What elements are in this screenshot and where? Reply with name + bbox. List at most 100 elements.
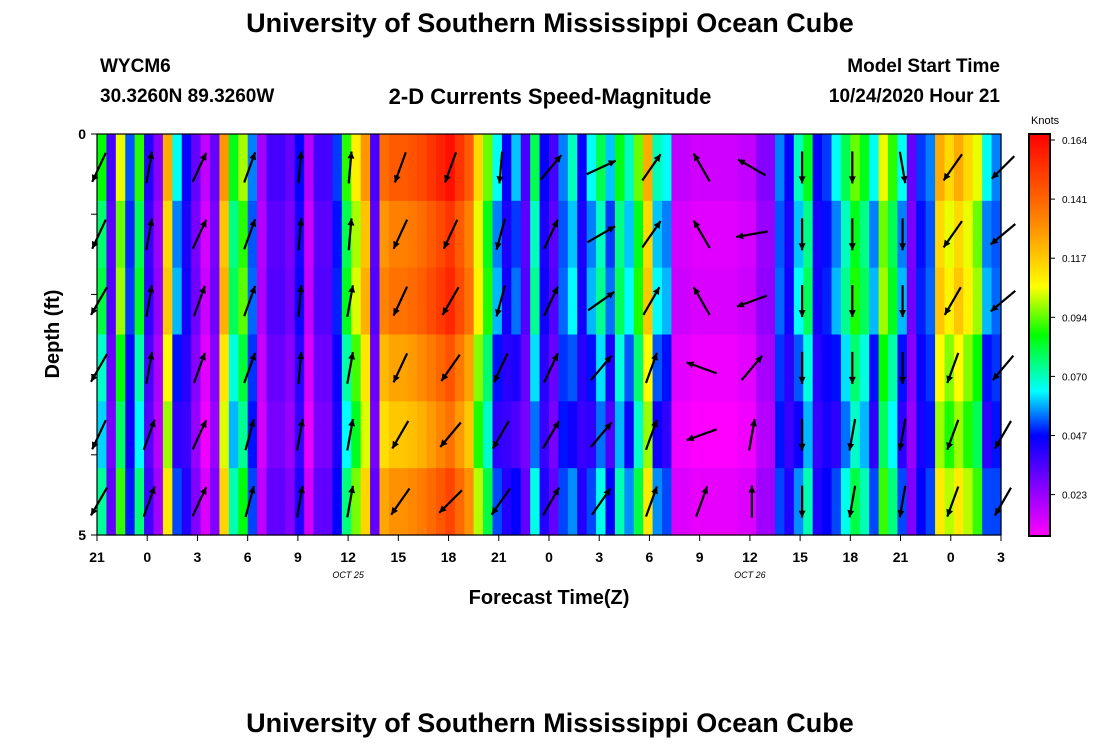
heatmap-cell [605, 134, 616, 202]
heatmap-cell [586, 401, 597, 469]
heatmap-cell [323, 267, 334, 336]
current-arrow-head [496, 176, 504, 184]
heatmap-cell [511, 468, 522, 536]
heatmap-cell [982, 334, 993, 402]
current-arrow-head [442, 307, 450, 315]
heatmap-cell [803, 267, 814, 336]
heatmap-cell [210, 334, 221, 402]
heatmap-cell [370, 267, 381, 336]
heatmap-cell [803, 334, 814, 402]
current-arrow-head [604, 422, 612, 431]
heatmap-cell [530, 200, 541, 269]
heatmap-cell [888, 401, 899, 469]
heatmap-cell [643, 468, 654, 536]
heatmap-cell [756, 468, 767, 536]
heatmap-cell [97, 334, 108, 402]
heatmap-cell [906, 468, 917, 536]
current-arrow-head [443, 240, 450, 249]
heatmap-cell [370, 401, 381, 469]
heatmap-cell [172, 267, 183, 336]
heatmap-cell [304, 134, 315, 202]
heatmap-cell [643, 200, 654, 269]
heatmap-cell [200, 134, 211, 202]
current-arrow-head [750, 419, 757, 427]
current-arrow-head [92, 240, 99, 249]
heatmap-cell [737, 334, 748, 402]
y-tick-label: 5 [78, 527, 86, 543]
heatmap-cell [351, 200, 362, 269]
heatmap-cell [614, 134, 625, 202]
heatmap-cell [680, 134, 691, 202]
current-arrow-head [652, 287, 660, 295]
heatmap-cell [379, 200, 390, 269]
heatmap-cell [379, 401, 390, 469]
heatmap-cell [614, 334, 625, 402]
heatmap-cell [803, 468, 814, 536]
heatmap-cell [379, 134, 390, 202]
heatmap-cell [662, 468, 673, 536]
heatmap-cell [577, 468, 588, 536]
heatmap-cell [633, 468, 644, 536]
heatmap-cell [982, 134, 993, 202]
current-arrow-head [199, 352, 206, 361]
heatmap-cell [709, 468, 720, 536]
heatmap-cell [982, 200, 993, 269]
heatmap-cell [370, 468, 381, 536]
heatmap-cell [219, 468, 230, 536]
colorbar-tick-label: 0.023 [1062, 491, 1087, 502]
heatmap-cell [831, 334, 842, 402]
heatmap-cell [398, 134, 409, 202]
heatmap-cell [464, 134, 475, 202]
heatmap-cell [803, 134, 814, 202]
current-arrow-head [798, 376, 806, 384]
heatmap-cell [407, 334, 418, 402]
current-arrow-head [798, 310, 806, 318]
heatmap-cell [341, 334, 352, 402]
heatmap-cell [840, 468, 851, 536]
heatmap-cell [765, 134, 776, 202]
heatmap-cell [464, 334, 475, 402]
current-arrow-head [900, 175, 908, 184]
x-tick-label: 0 [143, 549, 151, 565]
heatmap-cell [935, 468, 946, 536]
heatmap-cell [398, 267, 409, 336]
heatmap-cell [935, 401, 946, 469]
heatmap-cell [991, 267, 1002, 336]
heatmap-cell [275, 267, 286, 336]
heatmap-cell [304, 334, 315, 402]
heatmap-cell [784, 200, 795, 269]
heatmap-cell [304, 401, 315, 469]
heatmap-cell [266, 334, 277, 402]
heatmap-cell [727, 200, 738, 269]
heatmap-cell [492, 134, 503, 202]
current-arrows [90, 151, 1017, 518]
heatmap-cell [652, 134, 663, 202]
heatmap-cell [699, 401, 710, 469]
heatmap-cell [125, 134, 136, 202]
current-arrow-head [248, 419, 256, 427]
heatmap-cell [925, 134, 936, 202]
colorbar-tick-label: 0.070 [1062, 372, 1087, 383]
heatmap-cell [313, 468, 324, 536]
current-arrow-head [991, 171, 1000, 179]
heatmap-cell [944, 267, 955, 336]
heatmap-cell [360, 134, 371, 202]
heatmap-cell [775, 200, 786, 269]
heatmap-cell [436, 134, 447, 202]
heatmap-cell [652, 401, 663, 469]
heatmap-cell [97, 468, 108, 536]
heatmap-cell [850, 134, 861, 202]
heatmap-cell [332, 267, 343, 336]
heatmap-cell [219, 134, 230, 202]
current-arrow-head [491, 506, 499, 515]
heatmap-cell [775, 267, 786, 336]
heatmap-cell [803, 401, 814, 469]
heatmap-cell [181, 134, 192, 202]
current-arrow-head [248, 486, 256, 494]
heatmap-cell [106, 200, 117, 269]
heatmap-cell [530, 334, 541, 402]
heatmap-cell [313, 200, 324, 269]
heatmap-cell [831, 401, 842, 469]
heatmap-cell [332, 401, 343, 469]
heatmap-cell [285, 267, 296, 336]
